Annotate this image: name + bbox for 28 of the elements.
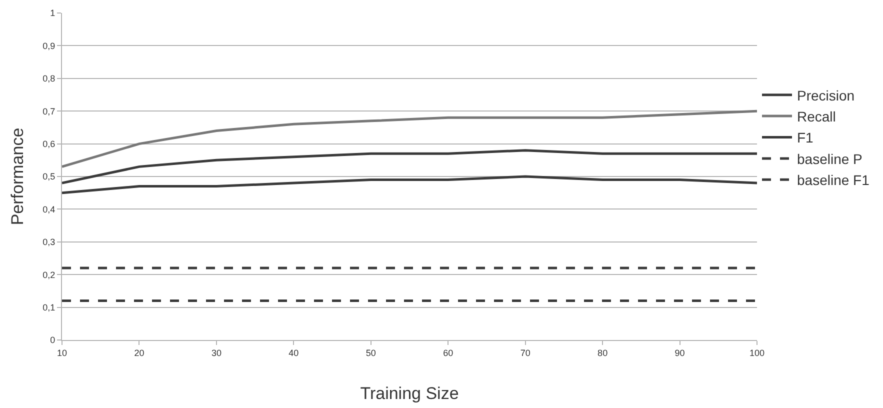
y-tick-label: 0,8 — [42, 74, 56, 84]
x-tick-label: 60 — [443, 348, 454, 358]
legend-label: baseline P — [797, 150, 862, 167]
legend-label: baseline F1 — [797, 172, 870, 188]
y-tick-label: 0,3 — [42, 237, 56, 248]
y-tick-label: 0,1 — [42, 302, 56, 312]
legend-label: Recall — [797, 108, 836, 125]
y-tick-label: 0 — [50, 335, 56, 346]
y-tick-label: 1 — [50, 8, 56, 18]
y-tick-label: 0,4 — [42, 204, 56, 214]
x-tick-label: 90 — [674, 348, 685, 358]
x-axis-title: Training Size — [360, 384, 459, 404]
legend-label: F1 — [797, 130, 814, 146]
y-tick-label: 0,9 — [42, 40, 56, 51]
y-tick-label: 0,6 — [42, 138, 56, 149]
x-tick-label: 10 — [56, 348, 68, 358]
x-tick-label: 40 — [288, 348, 299, 358]
y-tick-label: 0,2 — [42, 270, 56, 280]
y-tick-label: 0,7 — [42, 106, 56, 116]
x-tick-label: 30 — [211, 348, 222, 358]
x-tick-label: 80 — [598, 348, 608, 358]
x-tick-label: 50 — [366, 348, 376, 358]
x-tick-label: 100 — [749, 348, 765, 358]
x-tick-label: 20 — [134, 348, 144, 358]
x-tick-label: 70 — [520, 348, 530, 358]
legend-label: Precision — [797, 87, 855, 104]
y-axis-title: Performance — [8, 128, 28, 226]
y-tick-label: 0,5 — [42, 172, 56, 182]
